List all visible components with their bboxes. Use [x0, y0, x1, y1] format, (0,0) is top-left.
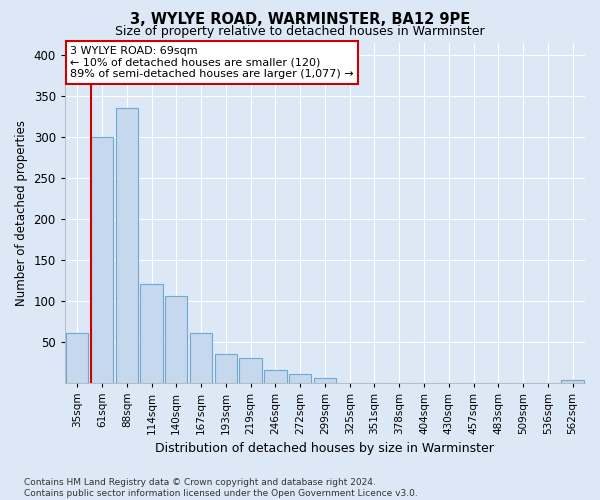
- Text: Size of property relative to detached houses in Warminster: Size of property relative to detached ho…: [115, 25, 485, 38]
- Bar: [190, 334, 212, 382]
- Bar: [289, 374, 311, 382]
- Text: 3 WYLYE ROAD: 69sqm
← 10% of detached houses are smaller (120)
89% of semi-detac: 3 WYLYE ROAD: 69sqm ← 10% of detached ho…: [70, 46, 353, 79]
- Bar: [140, 284, 163, 382]
- X-axis label: Distribution of detached houses by size in Warminster: Distribution of detached houses by size …: [155, 442, 494, 455]
- Bar: [66, 334, 88, 382]
- Bar: [91, 136, 113, 382]
- Bar: [215, 354, 237, 382]
- Bar: [562, 380, 584, 382]
- Bar: [314, 378, 336, 382]
- Text: Contains HM Land Registry data © Crown copyright and database right 2024.
Contai: Contains HM Land Registry data © Crown c…: [24, 478, 418, 498]
- Bar: [116, 108, 138, 382]
- Bar: [239, 358, 262, 382]
- Text: 3, WYLYE ROAD, WARMINSTER, BA12 9PE: 3, WYLYE ROAD, WARMINSTER, BA12 9PE: [130, 12, 470, 28]
- Bar: [264, 370, 287, 382]
- Bar: [165, 296, 187, 382]
- Y-axis label: Number of detached properties: Number of detached properties: [15, 120, 28, 306]
